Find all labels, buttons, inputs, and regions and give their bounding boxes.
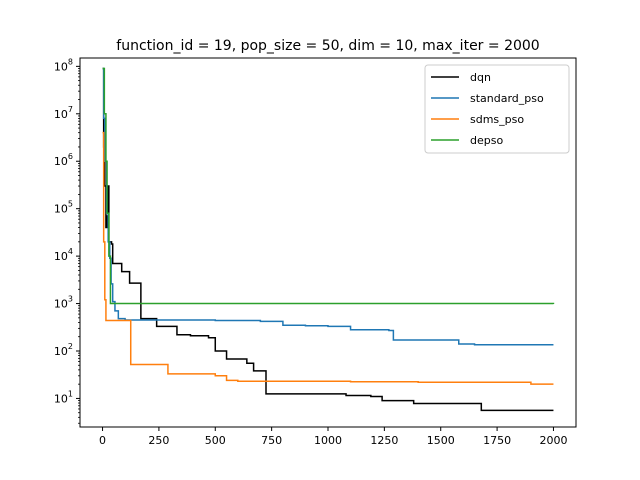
- y-tick-label: 103: [54, 295, 73, 311]
- series-line-depso: [102, 67, 555, 305]
- series-line-sdms-pso: [102, 131, 554, 385]
- chart-title: function_id = 19, pop_size = 50, dim = 1…: [116, 38, 539, 54]
- y-tick-label: 105: [54, 200, 73, 216]
- y-tick-label: 101: [54, 389, 73, 405]
- plot-area: [102, 67, 555, 412]
- x-tick-label: 2000: [539, 434, 567, 447]
- x-tick-label: 1500: [427, 434, 455, 447]
- legend-label-standard-pso: standard_pso: [470, 92, 544, 105]
- x-tick-label: 500: [205, 434, 226, 447]
- legend-box: [424, 64, 570, 154]
- y-tick-label: 102: [54, 342, 73, 358]
- y-tick-label: 104: [54, 247, 73, 263]
- axes: 0 250 500 750 1000 1250 1500 1750 2000 101 102 103 1…: [54, 57, 577, 447]
- y-tick-label: 107: [54, 105, 73, 121]
- x-tick-label: 250: [148, 434, 169, 447]
- y-tick-label: 108: [54, 57, 73, 73]
- x-tick-label: 0: [99, 434, 106, 447]
- legend-label-sdms-pso: sdms_pso: [470, 113, 524, 126]
- legend-label-dqn: dqn: [470, 71, 491, 84]
- x-tick-label: 1750: [483, 434, 511, 447]
- x-tick-label: 750: [261, 434, 282, 447]
- legend-label-depso: depso: [470, 134, 503, 147]
- x-tick-label: 1000: [314, 434, 342, 447]
- y-tick-label: 106: [54, 152, 73, 168]
- x-tick-label: 1250: [370, 434, 398, 447]
